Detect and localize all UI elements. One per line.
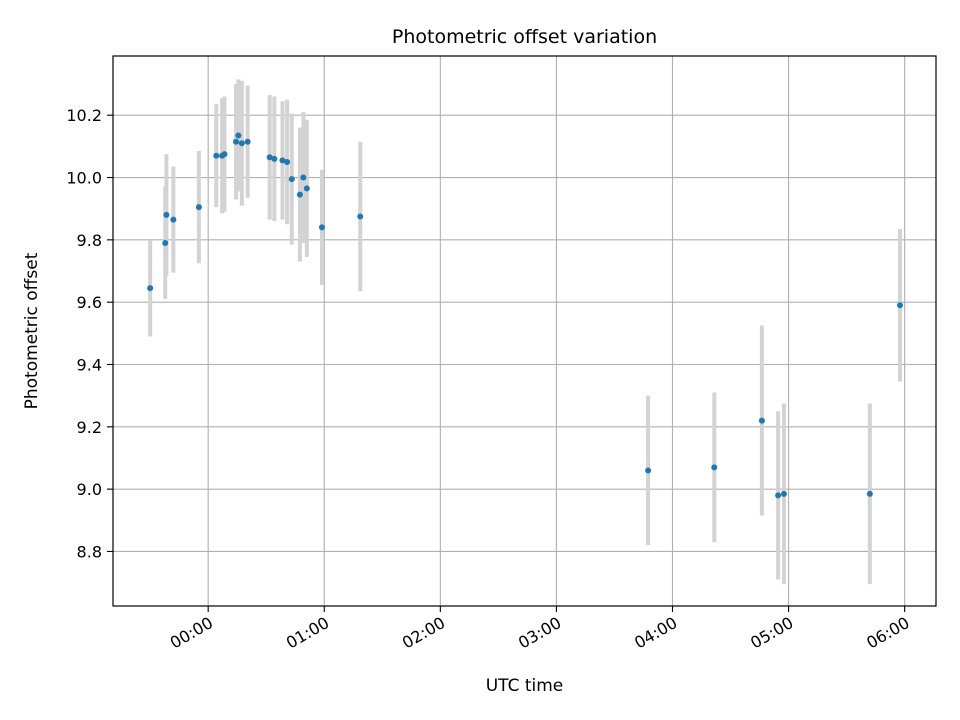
data-point [235, 132, 242, 139]
data-point [195, 204, 202, 211]
chart-title: Photometric offset variation [392, 26, 657, 48]
data-point [645, 467, 652, 474]
data-point [162, 239, 169, 246]
data-point [163, 211, 170, 218]
grid [113, 56, 936, 606]
data-point [866, 490, 873, 497]
y-tick-label: 8.8 [77, 542, 102, 561]
data-point [780, 490, 787, 497]
data-point [279, 157, 286, 164]
data-point [266, 154, 273, 161]
data-points [147, 132, 904, 499]
y-tick-label: 9.6 [77, 293, 102, 312]
data-point [288, 176, 295, 183]
data-point [233, 138, 240, 145]
data-point [238, 140, 245, 147]
y-tick-label: 9.2 [77, 418, 102, 437]
data-point [897, 302, 904, 309]
data-point [147, 285, 154, 292]
data-point [775, 492, 782, 499]
data-point [318, 224, 325, 231]
y-tick-label: 9.8 [77, 231, 102, 250]
y-tick-label: 10.0 [66, 169, 102, 188]
x-axis-label: UTC time [486, 676, 564, 696]
data-point [284, 158, 291, 165]
data-point [221, 151, 228, 158]
y-axis: 8.8 9.0 9.2 9.4 9.6 9.8 10.0 10.2 [66, 106, 113, 561]
data-point [758, 417, 765, 424]
plot-area-frame [112, 55, 937, 607]
y-tick-label: 10.2 [66, 106, 102, 125]
data-point [711, 464, 718, 471]
data-point [296, 191, 303, 198]
y-tick-label: 9.4 [77, 355, 102, 374]
data-point [303, 185, 310, 192]
data-point [170, 216, 177, 223]
y-axis-label: Photometric offset [22, 252, 42, 409]
data-point [357, 213, 364, 220]
y-tick-label: 9.0 [77, 480, 102, 499]
data-point [213, 152, 220, 159]
data-point [244, 138, 251, 145]
data-point [300, 174, 307, 181]
data-point [271, 155, 278, 162]
